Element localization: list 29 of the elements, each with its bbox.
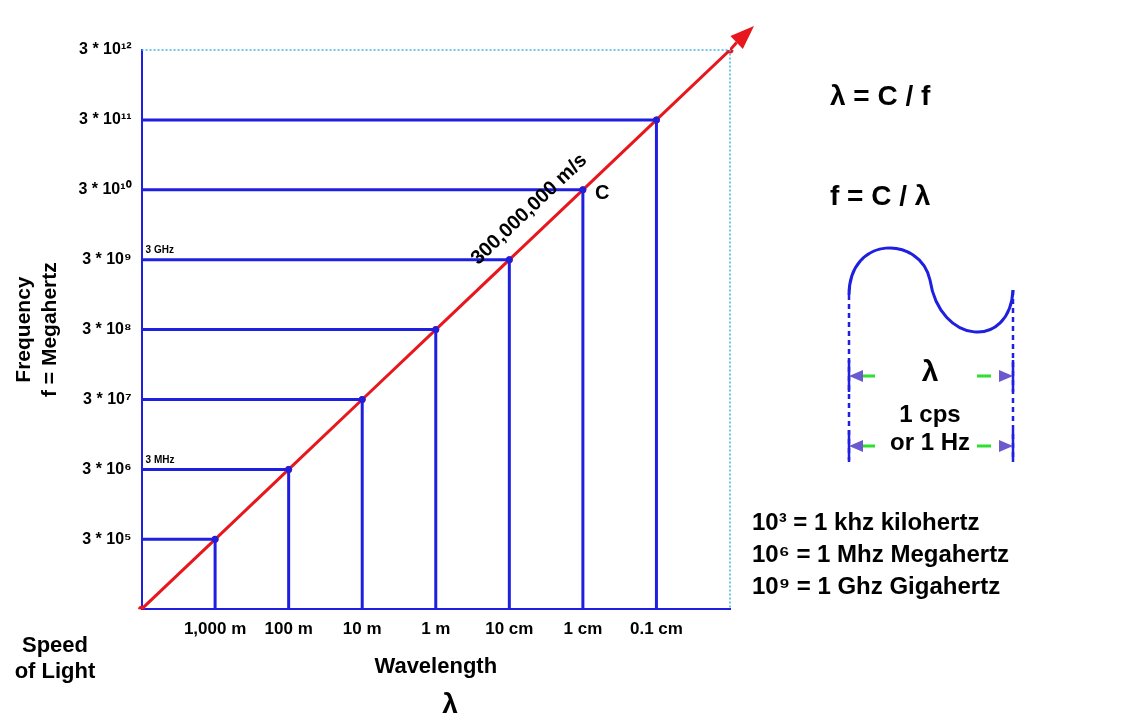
y-tick-label: 3 * 10⁷ (83, 389, 132, 407)
x-tick-label: 10 m (342, 619, 382, 639)
y-tick-label: 3 * 10⁶ (82, 459, 132, 477)
annotation: C (594, 181, 610, 204)
y-tick-label: 3 * 10⁵ (82, 529, 132, 547)
x-tick-label: 10 cm (485, 619, 534, 639)
text: λ (920, 354, 940, 388)
y-tick-label: 3 * 10⁸ (82, 320, 132, 338)
text: λ = C / f (830, 80, 931, 112)
text: Speed of Light (14, 632, 96, 684)
text: 1 cps or 1 Hz (890, 400, 971, 456)
annotation: 3 GHz (145, 244, 174, 256)
y-tick-label: 3 * 10¹² (79, 40, 132, 58)
y-tick-label: 3 * 10⁹ (82, 250, 132, 268)
x-tick-label: 1,000 m (183, 619, 247, 639)
x-axis-title: Wavelength (374, 652, 498, 678)
y-tick-label: 3 * 10¹⁰ (78, 180, 132, 198)
text: f = C / λ (830, 180, 931, 212)
x-tick-label: 0.1 cm (629, 619, 683, 639)
annotation: 3 MHz (145, 454, 175, 466)
text: 10⁶ = 1 Mhz Megahertz (752, 540, 1010, 568)
text: 10⁹ = 1 Ghz Gigahertz (752, 572, 1001, 600)
y-tick-label: 3 * 10¹¹ (79, 110, 132, 128)
text: 10³ = 1 khz kilohertz (752, 508, 980, 536)
x-tick-label: 1 cm (563, 619, 603, 639)
x-tick-label: 1 m (421, 619, 451, 639)
text: λ (441, 688, 459, 720)
y-axis-title: Frequency f = Megahertz (11, 262, 60, 397)
x-tick-label: 100 m (264, 619, 313, 639)
